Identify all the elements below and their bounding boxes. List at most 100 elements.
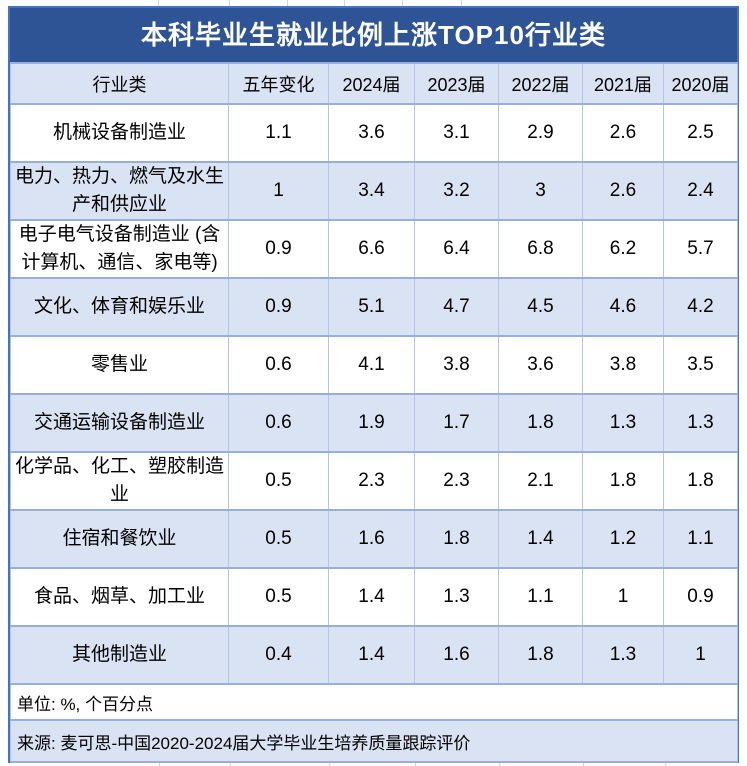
value-cell: 6.6 [328,219,415,279]
value-cell: 3.1 [414,103,499,163]
column-header: 五年变化 [228,62,329,105]
value-cell: 0.5 [228,567,329,627]
gridline-tick [230,763,231,766]
value-cell: 0.9 [228,277,329,337]
value-cell: 4.6 [582,277,664,337]
gridline-tick [402,0,403,6]
value-cell: 3.8 [582,335,664,395]
gridline-tick [461,0,462,6]
gridline-tick [344,0,345,6]
table-row: 其他制造业 0.4 1.4 1.6 1.8 1.3 1 [10,625,738,685]
unit-note: 单位: %, 个百分点 [10,683,738,721]
value-cell: 1.8 [582,451,664,511]
value-cell: 1.4 [328,625,415,685]
industry-cell: 文化、体育和娱乐业 [10,277,229,337]
gridline-tick [229,0,230,6]
value-cell: 1.1 [663,509,738,569]
industry-cell: 住宿和餐饮业 [10,509,229,569]
gridline-tick [287,0,288,6]
industry-cell: 电子电气设备制造业 (含计算机、通信、家电等) [10,219,229,279]
value-cell: 1.6 [414,625,499,685]
value-cell: 0.9 [663,567,738,627]
value-cell: 1 [663,625,738,685]
cropped-row-above [0,0,747,6]
gridline-tick [158,0,159,6]
column-header: 2024届 [328,62,415,105]
value-cell: 3.2 [414,161,499,221]
value-cell: 1.2 [582,509,664,569]
column-header: 行业类 [10,62,229,105]
gridline-tick [329,763,330,766]
value-cell: 0.6 [228,393,329,453]
value-cell: 0.6 [228,335,329,395]
table-row: 电力、热力、燃气及水生产和供应业 1 3.4 3.2 3 2.6 2.4 [10,161,738,221]
table-row: 机械设备制造业 1.1 3.6 3.1 2.9 2.6 2.5 [10,103,738,163]
table-body: 机械设备制造业 1.1 3.6 3.1 2.9 2.6 2.5 电力、热力、燃气及水生产和供应… [10,103,738,685]
value-cell: 1.3 [414,567,499,627]
column-header: 2022届 [498,62,583,105]
value-cell: 1 [582,567,664,627]
industry-cell: 电力、热力、燃气及水生产和供应业 [10,161,229,221]
column-header: 2023届 [414,62,499,105]
value-cell: 2.6 [582,103,664,163]
gridline-tick [583,763,584,766]
table-row: 化学品、化工、塑胶制造业 0.5 2.3 2.3 2.1 1.8 1.8 [10,451,738,511]
value-cell: 4.5 [498,277,583,337]
industry-cell: 零售业 [10,335,229,395]
value-cell: 2.9 [498,103,583,163]
cropped-row-below [0,763,747,766]
table-row: 交通运输设备制造业 0.6 1.9 1.7 1.8 1.3 1.3 [10,393,738,453]
industry-cell: 交通运输设备制造业 [10,393,229,453]
industry-cell: 其他制造业 [10,625,229,685]
column-header: 2021届 [582,62,664,105]
value-cell: 3.4 [328,161,415,221]
value-cell: 1.4 [498,509,583,569]
gridline-tick [415,763,416,766]
table-row: 电子电气设备制造业 (含计算机、通信、家电等) 0.9 6.6 6.4 6.8 6.2 5.… [10,219,738,279]
value-cell: 1 [228,161,329,221]
industry-cell: 食品、烟草、加工业 [10,567,229,627]
table-row: 食品、烟草、加工业 0.5 1.4 1.3 1.1 1 0.9 [10,567,738,627]
value-cell: 3.5 [663,335,738,395]
value-cell: 1.1 [498,567,583,627]
value-cell: 1.3 [582,393,664,453]
industry-table: 行业类 五年变化 2024届 2023届 2022届 2021届 2020届 机械设备制造业… [10,62,738,763]
value-cell: 1.8 [498,625,583,685]
value-cell: 1.8 [498,393,583,453]
value-cell: 2.3 [414,451,499,511]
value-cell: 2.1 [498,451,583,511]
value-cell: 1.3 [582,625,664,685]
value-cell: 4.2 [663,277,738,337]
data-table-frame: 本科毕业生就业比例上涨TOP10行业类 行业类 五年变化 2024届 2023届 202… [8,6,739,765]
value-cell: 2.5 [663,103,738,163]
value-cell: 6.4 [414,219,499,279]
value-cell: 2.4 [663,161,738,221]
header-row: 行业类 五年变化 2024届 2023届 2022届 2021届 2020届 [10,62,738,105]
value-cell: 2.6 [582,161,664,221]
value-cell: 1.1 [228,103,329,163]
table-row: 文化、体育和娱乐业 0.9 5.1 4.7 4.5 4.6 4.2 [10,277,738,337]
value-cell: 3.6 [498,335,583,395]
value-cell: 4.7 [414,277,499,337]
table-title: 本科毕业生就业比例上涨TOP10行业类 [10,8,737,62]
value-cell: 1.8 [663,451,738,511]
value-cell: 0.4 [228,625,329,685]
industry-cell: 化学品、化工、塑胶制造业 [10,451,229,511]
value-cell: 3.6 [328,103,415,163]
value-cell: 6.2 [582,219,664,279]
value-cell: 2.3 [328,451,415,511]
value-cell: 5.1 [328,277,415,337]
value-cell: 0.9 [228,219,329,279]
gridline-tick [665,763,666,766]
value-cell: 3.8 [414,335,499,395]
value-cell: 6.8 [498,219,583,279]
value-cell: 1.3 [663,393,738,453]
value-cell: 1.7 [414,393,499,453]
source-row: 来源: 麦可思-中国2020-2024届大学毕业生培养质量跟踪评价 [10,719,738,763]
gridline-tick [159,763,160,766]
value-cell: 1.4 [328,567,415,627]
table-row: 零售业 0.6 4.1 3.8 3.6 3.8 3.5 [10,335,738,395]
value-cell: 1.8 [414,509,499,569]
gridline-tick [499,763,500,766]
